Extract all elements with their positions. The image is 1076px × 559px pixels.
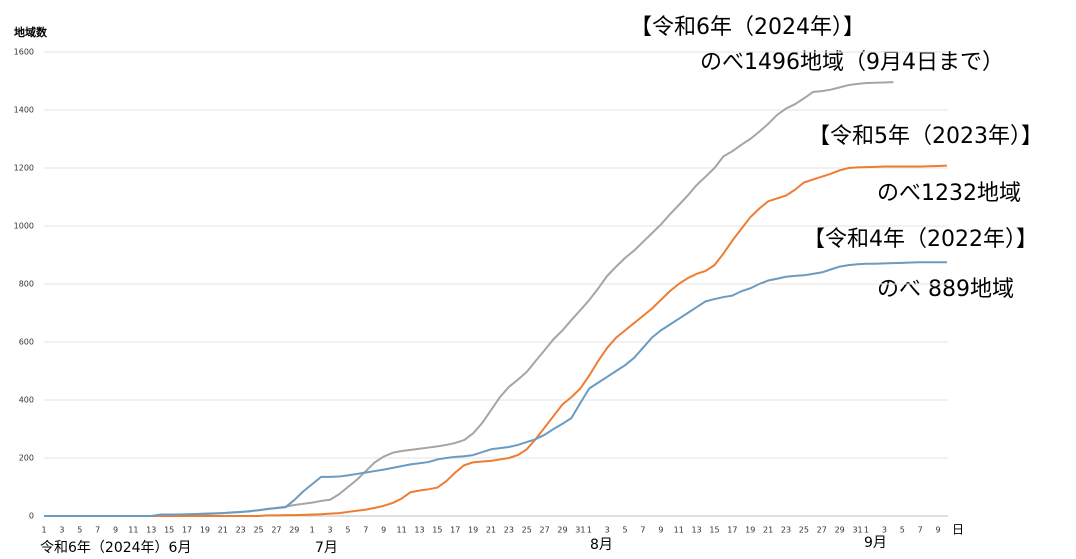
month-label: 7月: [315, 540, 338, 556]
series-line: [44, 164, 947, 517]
x-tick-label: 29: [557, 526, 567, 535]
x-tick-label: 5: [77, 526, 82, 535]
x-tick-label: 17: [727, 526, 737, 535]
series-name: 【令和5年（2023年）】: [808, 124, 1043, 149]
x-tick-label: 15: [432, 526, 442, 535]
y-tick-label: 1000: [14, 222, 34, 231]
x-tick-label: 21: [763, 526, 773, 535]
x-tick-label: 11: [674, 526, 684, 535]
month-label: 令和6年（2024年）6月: [40, 540, 191, 556]
y-tick-label: 600: [19, 338, 34, 347]
x-tick-label: 15: [164, 526, 174, 535]
x-tick-label: 1: [310, 526, 315, 535]
x-tick-label: 15: [709, 526, 719, 535]
x-tick-label: 31: [852, 526, 862, 535]
x-tick-label: 11: [128, 526, 138, 535]
x-tick-label: 11: [397, 526, 407, 535]
x-tick-label: 21: [218, 526, 228, 535]
series-name: 【令和6年（2024年）】: [630, 15, 865, 40]
x-tick-label: 9: [381, 526, 386, 535]
x-tick-label: 27: [540, 526, 550, 535]
x-tick-label: 31: [575, 526, 585, 535]
y-tick-label: 1400: [14, 106, 34, 115]
series-line: [44, 261, 947, 517]
y-tick-label: 1200: [14, 164, 34, 173]
series-annotation: のべ 889地域: [877, 277, 1014, 302]
y-axis-title: 地域数: [14, 25, 48, 39]
series-name: 【令和4年（2022年）】: [803, 227, 1038, 252]
y-tick-label: 400: [19, 396, 34, 405]
x-tick-label: 9: [935, 526, 940, 535]
x-tick-label: 21: [486, 526, 496, 535]
x-tick-label: 13: [692, 526, 702, 535]
x-tick-label: 3: [605, 526, 610, 535]
x-tick-label: 1: [864, 526, 869, 535]
x-tick-label: 7: [918, 526, 923, 535]
x-tick-label: 7: [640, 526, 645, 535]
x-tick-label: 23: [781, 526, 791, 535]
x-tick-label: 25: [799, 526, 809, 535]
x-tick-label: 13: [414, 526, 424, 535]
x-tick-label: 7: [95, 526, 100, 535]
x-tick-label: 23: [236, 526, 246, 535]
x-tick-label: 3: [59, 526, 64, 535]
x-tick-label: 5: [345, 526, 350, 535]
x-tick-label: 3: [882, 526, 887, 535]
month-label: 9月: [864, 535, 887, 551]
x-tick-label: 3: [328, 526, 333, 535]
y-tick-label: 800: [19, 280, 34, 289]
series-annotation: のべ1232地域: [877, 181, 1021, 206]
x-tick-label: 17: [450, 526, 460, 535]
x-tick-label: 19: [745, 526, 755, 535]
y-tick-label: 1600: [14, 48, 34, 57]
x-unit: 日: [952, 523, 964, 537]
x-tick-label: 9: [113, 526, 118, 535]
y-tick-label: 0: [29, 512, 34, 521]
x-tick-label: 5: [623, 526, 628, 535]
x-tick-label: 29: [835, 526, 845, 535]
x-tick-label: 9: [658, 526, 663, 535]
x-tick-label: 25: [522, 526, 532, 535]
x-tick-label: 13: [146, 526, 156, 535]
x-tick-label: 19: [200, 526, 210, 535]
series-annotation: のべ1496地域（9月4日まで）: [700, 50, 1004, 75]
x-tick-label: 5: [900, 526, 905, 535]
x-tick-label: 29: [289, 526, 299, 535]
month-label: 8月: [590, 537, 613, 553]
x-tick-label: 1: [41, 526, 46, 535]
x-tick-label: 7: [363, 526, 368, 535]
y-tick-label: 200: [19, 454, 34, 463]
x-tick-label: 23: [504, 526, 514, 535]
x-tick-label: 19: [468, 526, 478, 535]
x-tick-label: 1: [587, 526, 592, 535]
x-tick-label: 25: [253, 526, 263, 535]
x-tick-label: 27: [817, 526, 827, 535]
x-tick-label: 17: [182, 526, 192, 535]
x-tick-label: 27: [271, 526, 281, 535]
